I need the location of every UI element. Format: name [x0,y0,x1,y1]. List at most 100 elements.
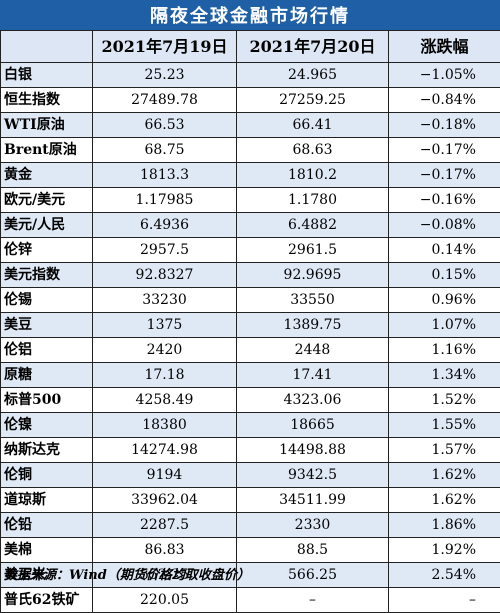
row-value-date-1: 92.8327 [93,263,237,288]
row-change: 1.55% [389,413,500,438]
row-name: WTI原油 [1,113,93,138]
header-change: 涨跌幅 [389,31,500,63]
row-name: 伦铝 [1,338,93,363]
row-name: 白银 [1,63,93,88]
row-value-date-1: 86.83 [93,538,237,563]
row-change: −0.16% [389,188,500,213]
row-value-date-1: 68.75 [93,138,237,163]
row-value-date-2: 18665 [237,413,389,438]
row-value-date-2: 66.41 [237,113,389,138]
row-name: 美棉 [1,538,93,563]
row-value-date-1: 1.17985 [93,188,237,213]
row-name: 伦铅 [1,513,93,538]
row-change: −0.84% [389,88,500,113]
row-value-date-2: 17.41 [237,363,389,388]
row-value-date-1: 4258.49 [93,388,237,413]
row-change: −0.17% [389,163,500,188]
row-value-date-2: 2448 [237,338,389,363]
row-name: 标普500 [1,388,93,413]
row-value-date-1: 25.23 [93,63,237,88]
row-value-date-1: 2287.5 [93,513,237,538]
row-value-date-2: 4323.06 [237,388,389,413]
row-change: 0.15% [389,263,500,288]
row-name: 美豆 [1,313,93,338]
row-name: Brent原油 [1,138,93,163]
row-value-date-2: 33550 [237,288,389,313]
row-value-date-1: 33230 [93,288,237,313]
row-name: 恒生指数 [1,88,93,113]
row-value-date-1: 66.53 [93,113,237,138]
header-date-2: 2021年7月20日 [237,31,389,63]
row-value-date-2: 34511.99 [237,488,389,513]
row-name: 黄金 [1,163,93,188]
header-row: 2021年7月19日 2021年7月20日 涨跌幅 [1,31,500,63]
row-value-date-1: 9194 [93,463,237,488]
row-change: 1.86% [389,513,500,538]
row-name: 美元指数 [1,263,93,288]
header-name [1,31,93,63]
row-value-date-1: 27489.78 [93,88,237,113]
row-value-date-2: 14498.88 [237,438,389,463]
row-name: 伦镍 [1,413,93,438]
row-change: 1.92% [389,538,500,563]
table-title: 隔夜全球金融市场行情 [0,0,500,30]
row-value-date-1: 14274.98 [93,438,237,463]
row-name: 伦铜 [1,463,93,488]
row-name: 普氏62铁矿 [1,588,93,613]
row-value-date-2: 9342.5 [237,463,389,488]
row-value-date-2: – [237,588,389,613]
row-value-date-2: 92.9695 [237,263,389,288]
row-value-date-1: 6.4936 [93,213,237,238]
row-change: 1.34% [389,363,500,388]
data-source-note: 数据来源：Wind（期货价格均取收盘价） [0,565,500,586]
row-name: 欧元/美元 [1,188,93,213]
row-change: 1.62% [389,463,500,488]
row-value-date-1: 17.18 [93,363,237,388]
row-name: 道琼斯 [1,488,93,513]
row-value-date-2: 88.5 [237,538,389,563]
row-value-date-1: 18380 [93,413,237,438]
row-value-date-1: 33962.04 [93,488,237,513]
row-change: 1.07% [389,313,500,338]
row-value-date-1: 1813.3 [93,163,237,188]
row-value-date-2: 24.965 [237,63,389,88]
row-value-date-1: 1375 [93,313,237,338]
row-value-date-2: 2330 [237,513,389,538]
row-change: 0.14% [389,238,500,263]
row-value-date-1: 2420 [93,338,237,363]
row-value-date-2: 68.63 [237,138,389,163]
row-change: 0.96% [389,288,500,313]
row-value-date-1: 220.05 [93,588,237,613]
row-name: 纳斯达克 [1,438,93,463]
row-name: 伦锡 [1,288,93,313]
row-change: 1.62% [389,488,500,513]
row-change: 1.16% [389,338,500,363]
row-value-date-2: 6.4882 [237,213,389,238]
row-change: −0.08% [389,213,500,238]
row-value-date-2: 1810.2 [237,163,389,188]
header-date-1: 2021年7月19日 [93,31,237,63]
row-change: −0.18% [389,113,500,138]
row-value-date-2: 1.1780 [237,188,389,213]
